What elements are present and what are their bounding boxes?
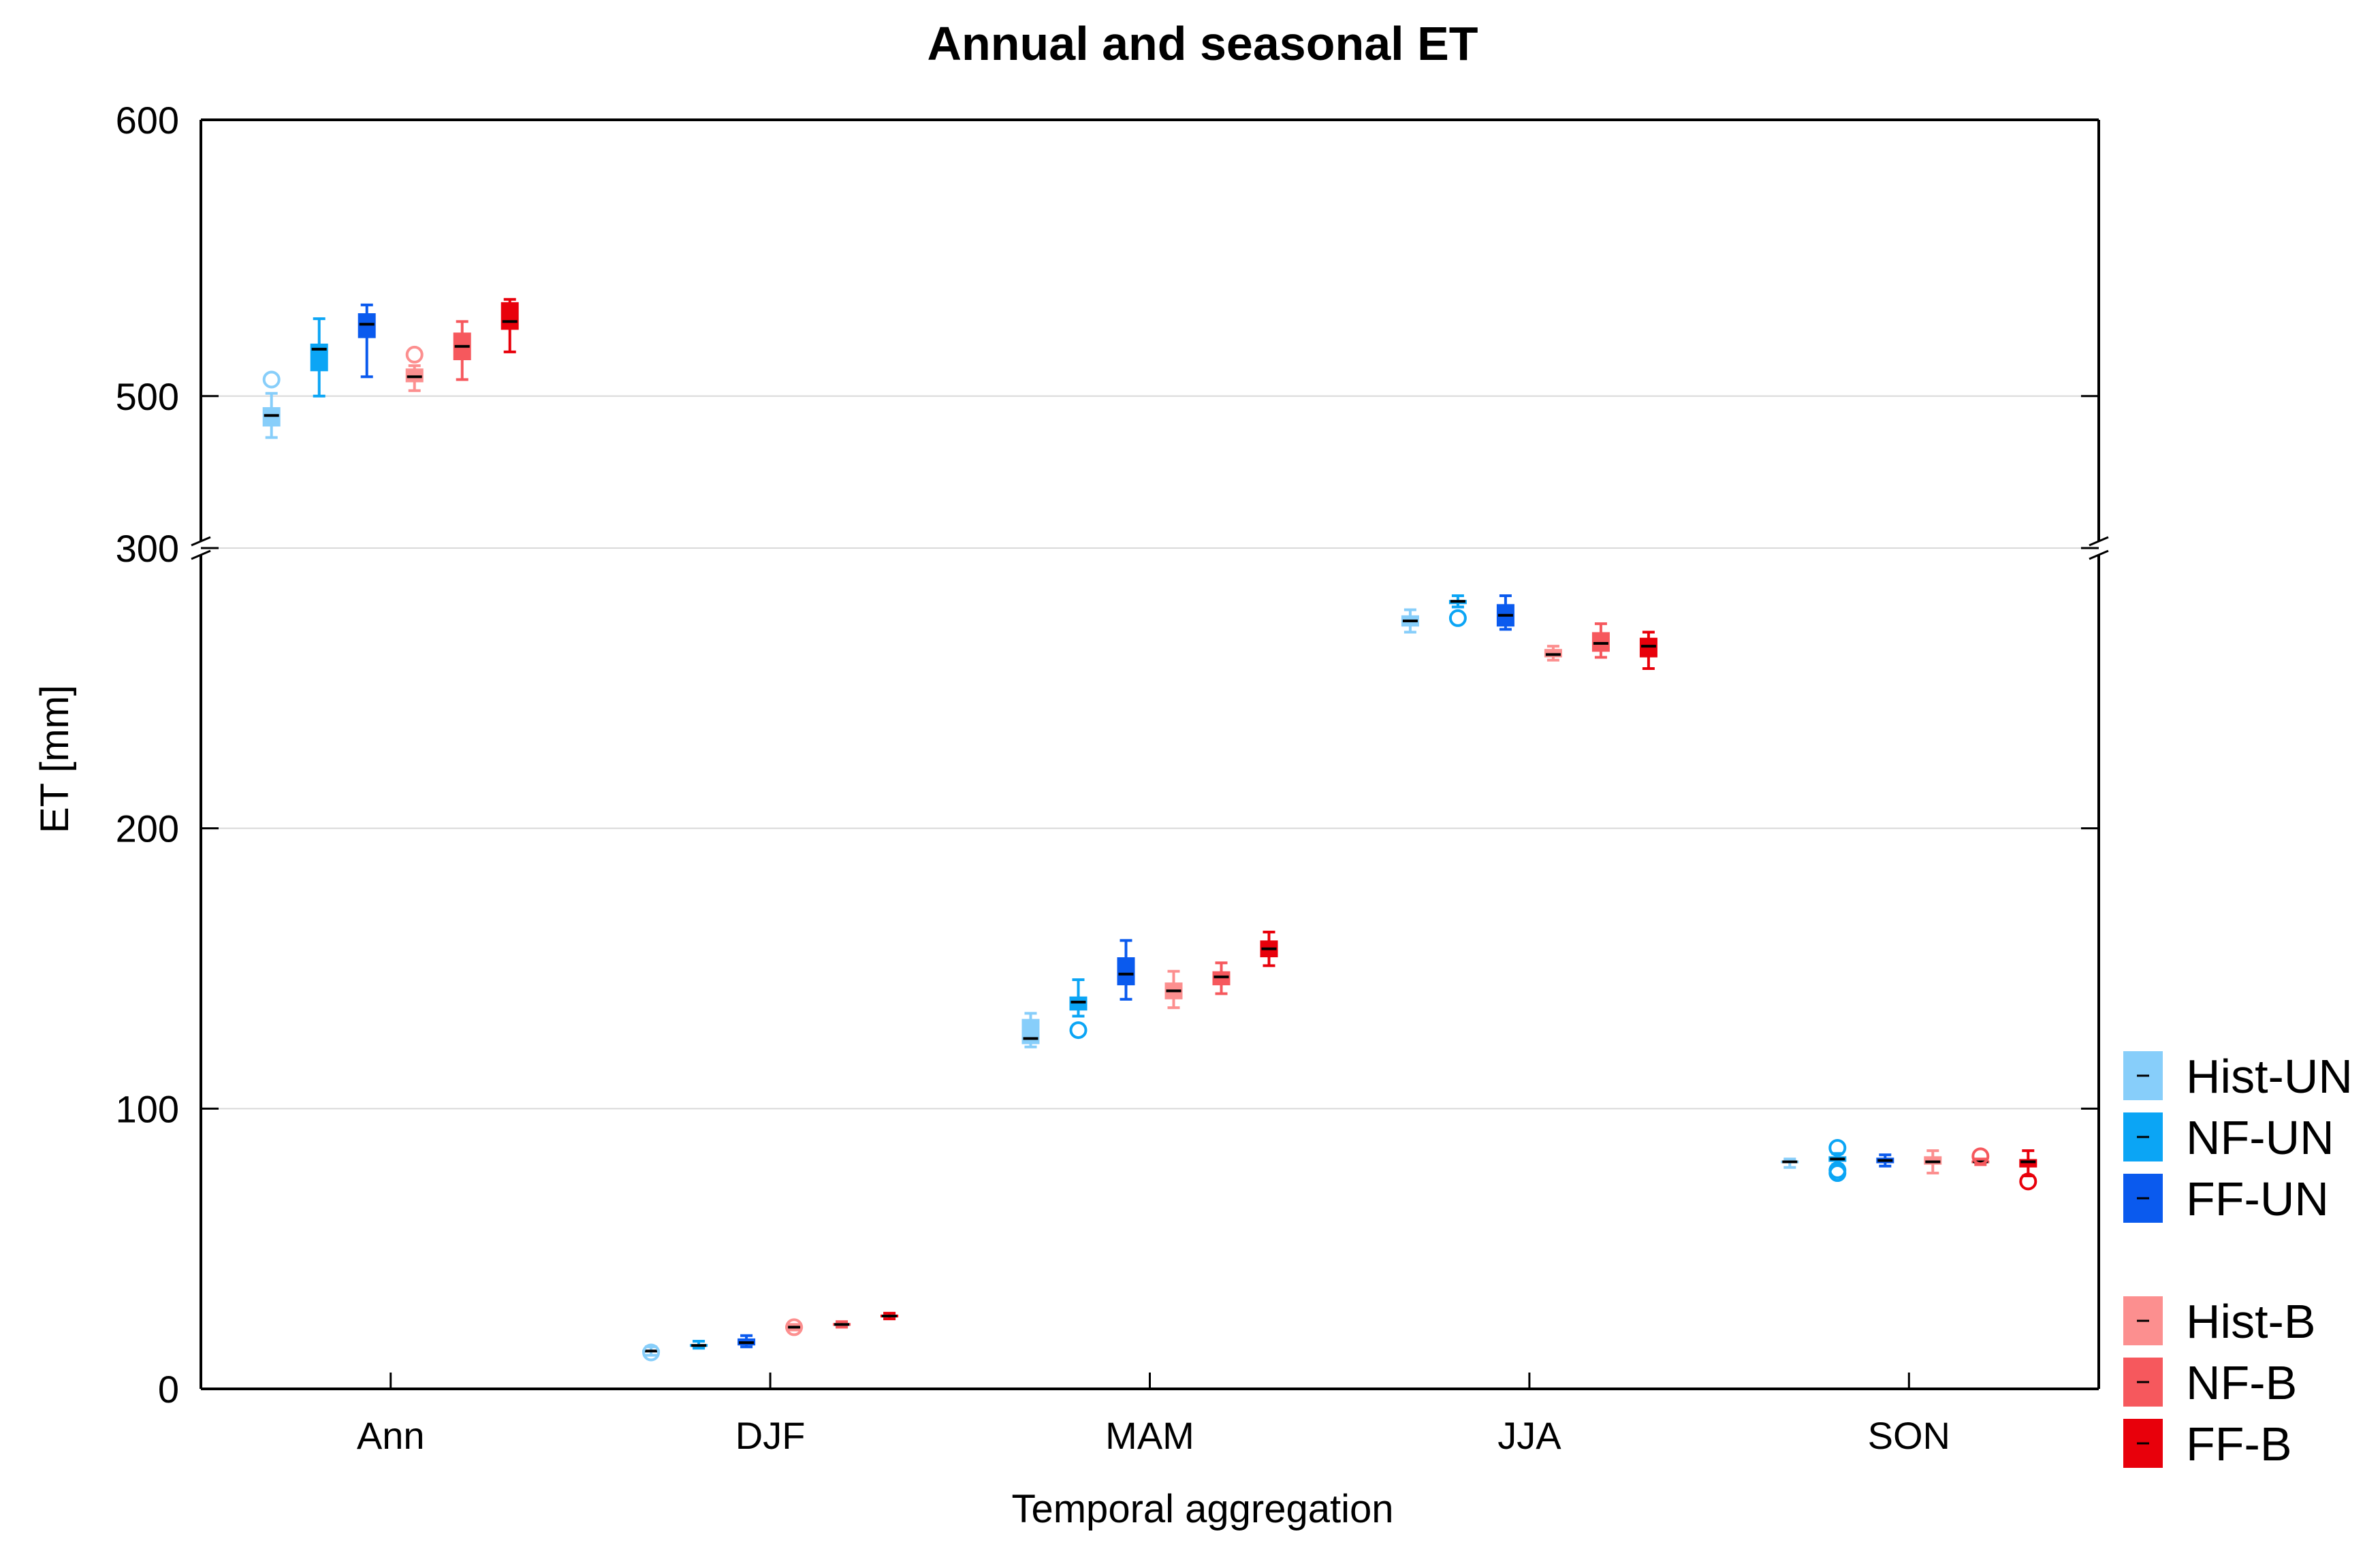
box-iqr: [1544, 649, 1562, 658]
legend-item-hist-b: Hist-B: [2123, 1295, 2316, 1348]
legend-label: FF-UN: [2186, 1172, 2329, 1225]
x-tick-label: JJA: [1497, 1414, 1561, 1457]
box-nf-b-ann: [453, 320, 471, 381]
legend: Hist-UN NF-UN FF-UN Hist-B NF-B FF-B: [2123, 1050, 2353, 1471]
box-iqr: [262, 407, 281, 427]
x-tick-label: Ann: [357, 1414, 425, 1457]
box-nf-un-son: [1828, 1138, 1847, 1183]
box-iqr: [310, 343, 328, 372]
box-hist-un-ann: [262, 370, 281, 439]
y-axis-ticks: 0 100 200 300 500 600: [116, 99, 2099, 1411]
box-nf-un-mam: [1069, 978, 1088, 1040]
box-hist-un-jja: [1401, 608, 1419, 634]
box-hist-un-djf: [642, 1343, 661, 1362]
box-iqr: [358, 313, 376, 338]
box-hist-b-ann: [405, 345, 424, 392]
chart-title: Annual and seasonal ET: [927, 17, 1478, 70]
box-ff-un-son: [1876, 1153, 1894, 1168]
box-ff-un-jja: [1496, 594, 1514, 631]
x-tick-label: SON: [1868, 1414, 1950, 1457]
x-axis-ticks: Ann DJF MAM JJA SON: [357, 1373, 1950, 1457]
box-iqr: [2019, 1159, 2037, 1168]
box-nf-un-ann: [310, 317, 328, 398]
box-plots: [262, 298, 2037, 1362]
axis-break-mark: [191, 549, 211, 560]
legend-label: Hist-B: [2186, 1295, 2316, 1348]
axis-break-mark: [2089, 536, 2109, 547]
box-nf-b-mam: [1212, 961, 1231, 995]
plot-frame: [191, 118, 2109, 1390]
legend-label: FF-B: [2186, 1417, 2292, 1471]
box-hist-b-mam: [1164, 969, 1183, 1010]
legend-label: Hist-UN: [2186, 1050, 2353, 1103]
x-tick-label: MAM: [1105, 1414, 1194, 1457]
y-tick-label: 0: [158, 1368, 179, 1411]
outlier-point: [1448, 609, 1467, 627]
box-iqr: [1117, 957, 1135, 986]
x-tick-label: DJF: [735, 1414, 806, 1457]
outlier-point: [1828, 1164, 1847, 1183]
y-tick-label: 300: [116, 527, 179, 570]
outlier-point: [1069, 1021, 1088, 1040]
box-hist-b-son: [1924, 1149, 1942, 1175]
box-nf-b-son: [1971, 1147, 1990, 1166]
box-ff-b-djf: [880, 1311, 899, 1321]
box-hist-un-mam: [1021, 1012, 1040, 1048]
x-axis-label: Temporal aggregation: [1011, 1487, 1393, 1531]
box-ff-b-ann: [501, 298, 519, 353]
box-iqr: [405, 368, 424, 383]
box-hist-un-son: [1781, 1157, 1799, 1169]
box-iqr: [501, 302, 519, 330]
y-tick-label: 100: [116, 1087, 179, 1130]
box-ff-b-jja: [1639, 630, 1657, 671]
box-ff-un-mam: [1117, 939, 1135, 1001]
outlier-point: [405, 345, 424, 364]
legend-item-hist-un: Hist-UN: [2123, 1050, 2353, 1103]
box-iqr: [1591, 632, 1610, 652]
y-tick-label: 600: [116, 99, 179, 142]
y-axis-label: ET [mm]: [33, 685, 77, 833]
legend-item-ff-un: FF-UN: [2123, 1172, 2329, 1225]
legend-item-ff-b: FF-B: [2123, 1417, 2292, 1471]
outlier-point: [1971, 1147, 1990, 1166]
outlier-point: [785, 1318, 804, 1336]
axis-break-mark: [2089, 549, 2109, 560]
legend-item-nf-un: NF-UN: [2123, 1111, 2334, 1164]
legend-item-nf-b: NF-B: [2123, 1356, 2297, 1409]
axis-break-mark: [191, 536, 211, 547]
box-iqr: [1639, 637, 1657, 658]
y-tick-label: 500: [116, 375, 179, 418]
box-hist-b-djf: [785, 1318, 804, 1336]
box-nf-un-djf: [690, 1340, 708, 1350]
box-iqr: [1069, 996, 1088, 1011]
outlier-point: [2019, 1172, 2037, 1191]
box-nf-un-jja: [1448, 594, 1467, 627]
box-iqr: [1924, 1156, 1942, 1165]
outlier-point: [1828, 1138, 1847, 1157]
box-nf-b-jja: [1591, 622, 1610, 659]
outlier-point: [262, 370, 281, 389]
grid-lines: [201, 395, 2099, 1110]
y-tick-label: 200: [116, 807, 179, 850]
box-ff-b-son: [2019, 1149, 2037, 1191]
box-hist-b-jja: [1544, 645, 1562, 662]
legend-label: NF-UN: [2186, 1111, 2334, 1164]
box-ff-un-djf: [737, 1334, 756, 1349]
box-ff-un-ann: [358, 303, 376, 379]
box-iqr: [1212, 971, 1231, 986]
box-ff-b-mam: [1260, 930, 1278, 967]
outlier-point: [642, 1343, 661, 1362]
legend-label: NF-B: [2186, 1356, 2297, 1409]
box-iqr: [1021, 1019, 1040, 1044]
box-nf-b-djf: [833, 1320, 851, 1329]
